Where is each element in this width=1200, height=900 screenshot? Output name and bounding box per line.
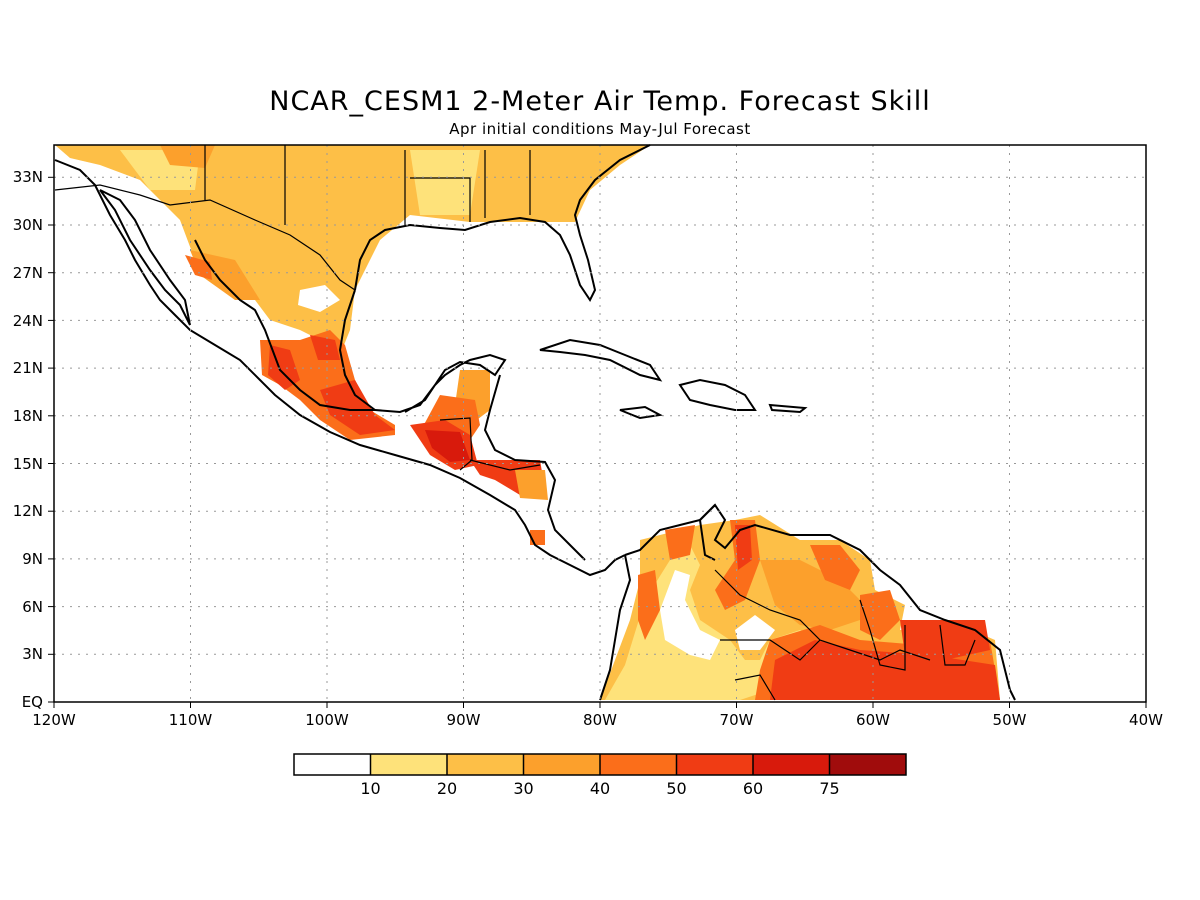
lat-label: 3N <box>22 645 43 663</box>
colorbar-swatch <box>753 754 830 775</box>
colorbar-label: 40 <box>590 779 610 798</box>
colorbar-swatch <box>676 754 753 775</box>
colorbar-swatch <box>370 754 447 775</box>
map-subtitle: Apr initial conditions May-Jul Forecast <box>449 120 751 138</box>
lat-label: 24N <box>13 312 43 330</box>
tick-marks <box>48 176 1147 708</box>
lon-label: 40W <box>1129 711 1163 729</box>
lat-label: 12N <box>13 502 43 520</box>
lat-label: 27N <box>13 264 43 282</box>
lon-label: 60W <box>856 711 890 729</box>
lon-label: 50W <box>993 711 1027 729</box>
lat-label: 15N <box>13 455 43 473</box>
lon-label: 70W <box>720 711 754 729</box>
lon-label: 90W <box>447 711 481 729</box>
lat-label: EQ <box>22 693 43 711</box>
lon-label: 110W <box>169 711 213 729</box>
colorbar-swatch <box>447 754 524 775</box>
gridlines <box>54 145 1146 702</box>
lat-label: 30N <box>13 216 43 234</box>
colorbar-label: 75 <box>819 779 839 798</box>
lat-label: 9N <box>22 550 43 568</box>
colorbar-swatch <box>829 754 906 775</box>
colorbar-swatch <box>600 754 677 775</box>
coastlines <box>54 144 1016 701</box>
lon-label: 100W <box>305 711 349 729</box>
colorbar-label: 20 <box>437 779 457 798</box>
skill-shading <box>55 145 1000 700</box>
colorbar-label: 30 <box>513 779 533 798</box>
lat-label: 18N <box>13 407 43 425</box>
lon-label: 80W <box>583 711 617 729</box>
lat-label: 21N <box>13 359 43 377</box>
lon-label: 120W <box>32 711 76 729</box>
colorbar: 10 20 30 40 50 60 75 <box>293 753 907 798</box>
lat-label: 33N <box>13 168 43 186</box>
lat-label: 6N <box>22 598 43 616</box>
map-title: NCAR_CESM1 2-Meter Air Temp. Forecast Sk… <box>269 86 931 117</box>
colorbar-label: 60 <box>743 779 763 798</box>
borders <box>54 145 976 701</box>
colorbar-label: 10 <box>360 779 380 798</box>
colorbar-swatch <box>523 754 600 775</box>
colorbar-label: 50 <box>666 779 686 798</box>
colorbar-swatch <box>294 754 371 775</box>
